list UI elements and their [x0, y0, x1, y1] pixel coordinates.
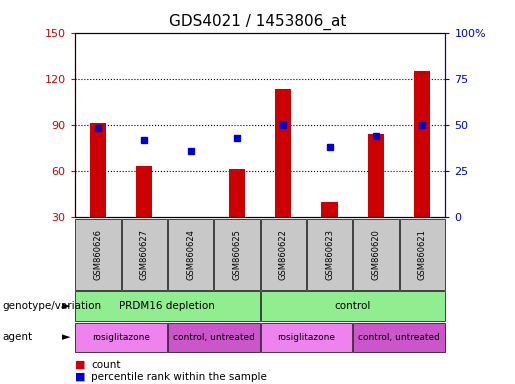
Text: GSM860626: GSM860626	[93, 229, 102, 280]
Bar	[321, 202, 338, 217]
Text: rosiglitazone: rosiglitazone	[92, 333, 150, 342]
Text: GSM860622: GSM860622	[279, 229, 288, 280]
Text: genotype/variation: genotype/variation	[3, 301, 101, 311]
Bar	[275, 89, 291, 217]
Text: control: control	[335, 301, 371, 311]
Text: GDS4021 / 1453806_at: GDS4021 / 1453806_at	[169, 13, 346, 30]
Text: ►: ►	[62, 301, 70, 311]
Text: PRDM16 depletion: PRDM16 depletion	[119, 301, 215, 311]
Text: GSM860621: GSM860621	[418, 229, 427, 280]
Text: percentile rank within the sample: percentile rank within the sample	[91, 372, 267, 382]
Text: GSM860627: GSM860627	[140, 229, 149, 280]
Text: ■: ■	[75, 360, 85, 370]
Text: ■: ■	[75, 372, 85, 382]
Text: GSM860625: GSM860625	[232, 229, 242, 280]
Text: count: count	[91, 360, 121, 370]
Text: ►: ►	[62, 332, 70, 343]
Bar	[136, 166, 152, 217]
Text: GSM860624: GSM860624	[186, 229, 195, 280]
Bar	[414, 71, 431, 217]
Text: control, untreated: control, untreated	[358, 333, 440, 342]
Bar	[90, 123, 106, 217]
Text: agent: agent	[3, 332, 32, 343]
Bar	[229, 169, 245, 217]
Text: control, untreated: control, untreated	[173, 333, 254, 342]
Text: GSM860620: GSM860620	[371, 229, 381, 280]
Text: GSM860623: GSM860623	[325, 229, 334, 280]
Text: rosiglitazone: rosiglitazone	[278, 333, 335, 342]
Bar	[368, 134, 384, 217]
